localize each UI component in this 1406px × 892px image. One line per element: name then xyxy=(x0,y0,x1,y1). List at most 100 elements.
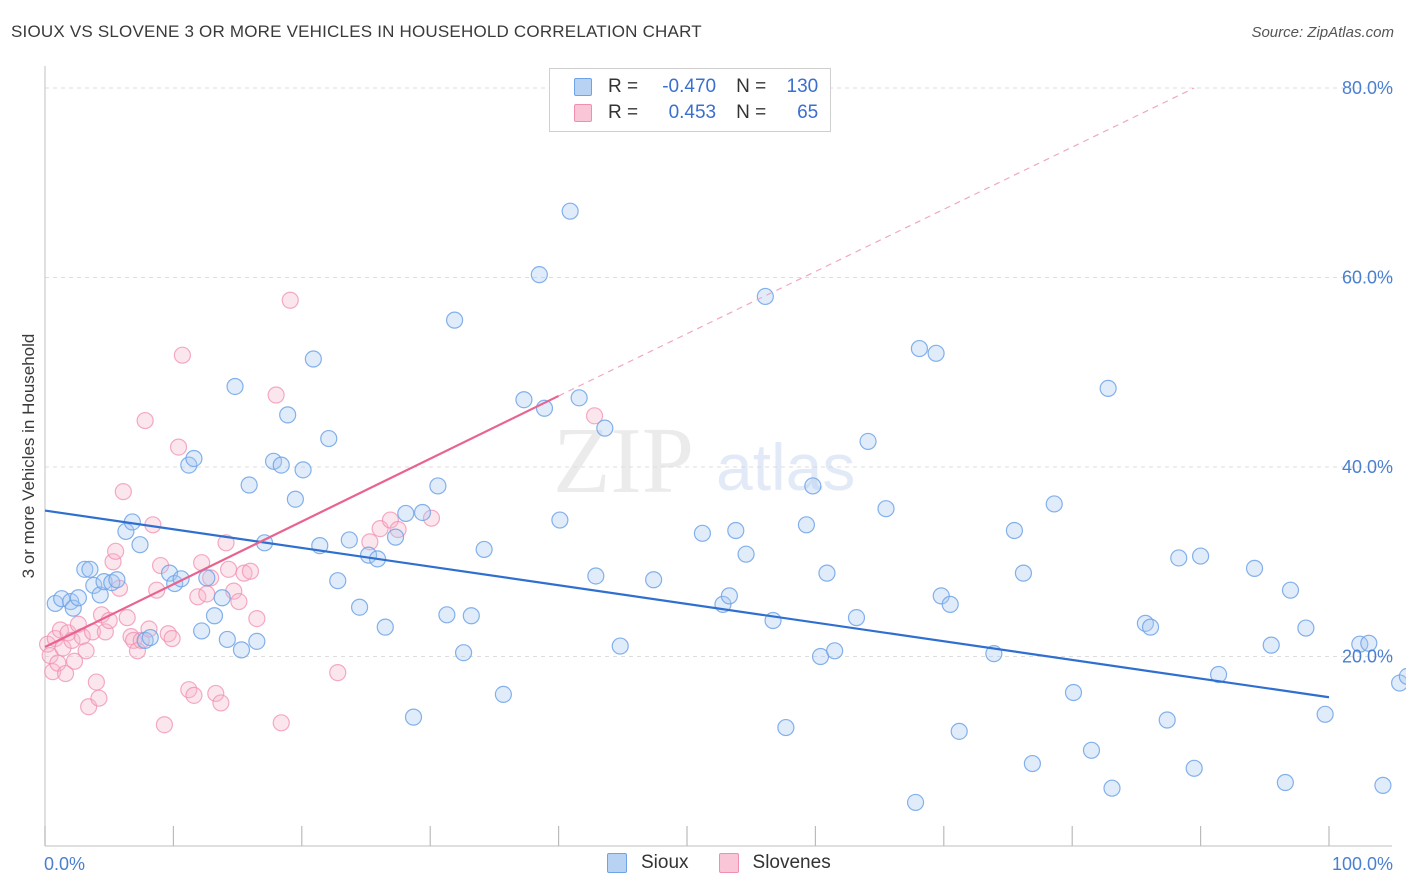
slovenes-point xyxy=(202,569,220,587)
sioux-point xyxy=(727,521,745,540)
sioux-legend-swatch xyxy=(607,853,627,873)
slovenes-point xyxy=(212,694,230,712)
sioux-point xyxy=(756,287,774,306)
slovenes-swatch xyxy=(574,104,592,122)
slovenes-point xyxy=(77,642,95,660)
slovenes-point xyxy=(87,673,105,691)
slovenes-point xyxy=(155,716,174,734)
slovenes-point xyxy=(217,534,235,552)
sioux-point xyxy=(64,599,82,617)
sioux-point xyxy=(570,389,588,407)
r-label: R = xyxy=(608,76,639,97)
slovenes-point xyxy=(241,562,260,580)
sioux-point xyxy=(1351,635,1369,653)
sioux-point xyxy=(294,461,312,479)
sioux-point xyxy=(847,609,866,627)
sioux-legend-label: Sioux xyxy=(641,852,689,873)
slovenes-point xyxy=(207,684,225,703)
watermark: ZIP atlas xyxy=(553,409,855,513)
sioux-point xyxy=(1141,618,1160,636)
slovenes-point xyxy=(230,592,248,611)
sioux-point xyxy=(103,573,121,592)
legend-item-slovenes: Slovenes xyxy=(718,852,831,874)
sioux-point xyxy=(1281,581,1300,599)
sioux-point xyxy=(1398,667,1406,685)
legend-row-slovenes: R = 0.453 N = 65 xyxy=(574,101,818,125)
sioux-point xyxy=(1045,495,1063,513)
y-axis-label: 3 or more Vehicles in Household xyxy=(19,334,38,579)
r-label: R = xyxy=(608,102,639,123)
sioux-point xyxy=(350,598,369,616)
sioux-point xyxy=(910,339,929,358)
sioux-point xyxy=(1170,549,1188,567)
sioux-point xyxy=(136,631,154,649)
sioux-point xyxy=(1082,741,1101,759)
sioux-point xyxy=(906,793,925,812)
slovenes-point xyxy=(169,438,188,456)
sioux-point xyxy=(804,477,822,495)
slovenes-point xyxy=(185,686,203,704)
sioux-point xyxy=(85,576,103,595)
slovenes-point xyxy=(248,609,266,628)
slovenes-point xyxy=(198,585,216,603)
sioux-point xyxy=(329,572,347,590)
sioux-point xyxy=(320,429,338,448)
legend-item-sioux: Sioux xyxy=(607,852,689,874)
sioux-point xyxy=(413,503,432,522)
sioux-point xyxy=(91,586,109,604)
sioux-point xyxy=(462,607,480,625)
n-label: N = xyxy=(736,102,767,123)
sioux-point xyxy=(193,622,211,640)
sioux-point xyxy=(429,477,447,495)
series-legend: Sioux Slovenes xyxy=(607,852,861,874)
slovenes-point xyxy=(136,411,154,430)
sioux-point xyxy=(1360,634,1378,652)
n-value: 130 xyxy=(786,76,819,97)
sioux-point xyxy=(950,722,968,740)
slovenes-point xyxy=(90,689,108,707)
slovenes-point xyxy=(281,291,299,309)
sioux-point xyxy=(232,641,251,659)
sioux-point xyxy=(185,449,203,468)
sioux-point xyxy=(941,595,959,613)
slovenes-point xyxy=(118,609,136,627)
x-tick-label: 100.0% xyxy=(1332,854,1393,874)
sioux-point xyxy=(818,564,836,582)
sioux-point xyxy=(611,637,629,655)
sioux-point xyxy=(645,571,663,589)
y-tick-label: 20.0% xyxy=(1342,647,1393,667)
sioux-point xyxy=(279,406,297,424)
sioux-point xyxy=(376,618,394,636)
sioux-point xyxy=(1209,665,1228,684)
slovenes-point xyxy=(422,509,441,527)
slovenes-point xyxy=(361,533,379,551)
slovenes-point xyxy=(235,564,253,582)
sioux-point xyxy=(438,606,456,624)
gridlines xyxy=(45,87,1392,657)
slovenes-point xyxy=(107,542,125,560)
sioux-point xyxy=(205,607,224,625)
r-value: -0.470 xyxy=(662,76,717,97)
sioux-point xyxy=(551,511,569,529)
sioux-point xyxy=(108,571,126,589)
n-value: 65 xyxy=(797,102,819,123)
slovenes-legend-swatch xyxy=(718,853,739,873)
sioux-point xyxy=(494,685,512,704)
slovenes-point xyxy=(96,623,114,641)
sioux-point xyxy=(1158,711,1176,729)
sioux-point xyxy=(76,560,94,578)
sioux-point xyxy=(515,391,533,409)
sioux-point xyxy=(530,266,548,284)
sioux-point xyxy=(131,536,149,554)
source-label: Source: ZipAtlas.com xyxy=(1251,24,1394,41)
slovenes-point xyxy=(329,664,347,682)
sioux-point xyxy=(777,718,795,737)
sioux-point xyxy=(1099,379,1117,397)
chart-title: SIOUX VS SLOVENE 3 OR MORE VEHICLES IN H… xyxy=(11,22,702,41)
sioux-point xyxy=(1297,619,1315,637)
sioux-point xyxy=(340,531,358,549)
sioux-point xyxy=(1316,705,1334,723)
sioux-points xyxy=(46,202,1406,812)
sioux-point xyxy=(141,628,159,647)
